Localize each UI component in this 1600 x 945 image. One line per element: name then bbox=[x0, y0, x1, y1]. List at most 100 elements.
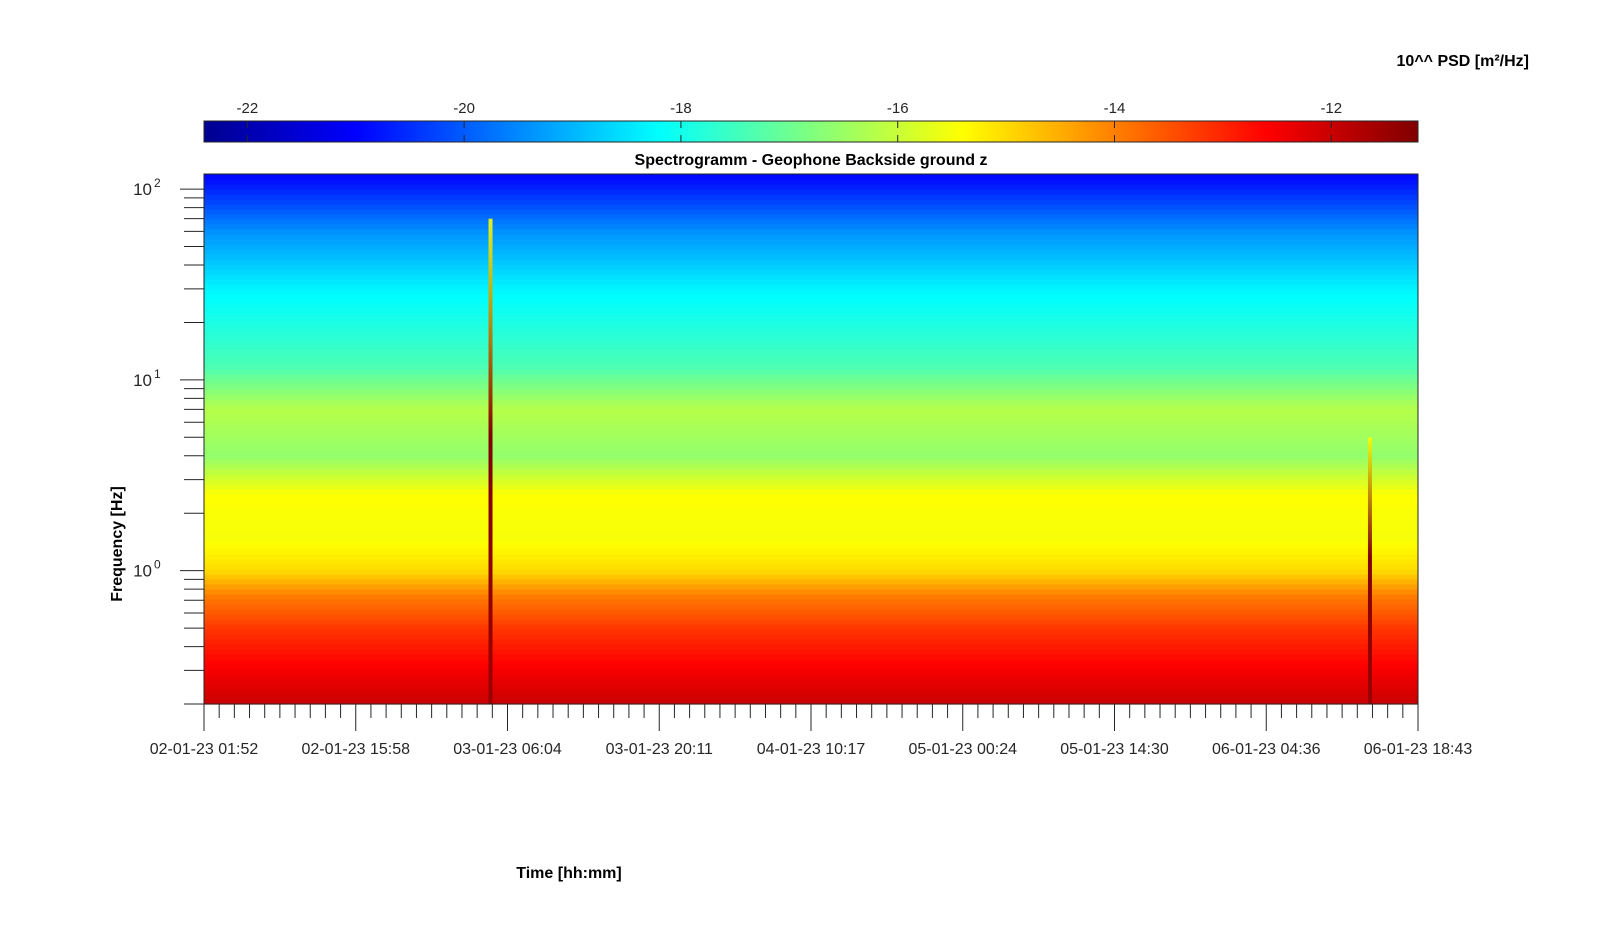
spectrogram-band bbox=[204, 289, 1418, 295]
spectrogram-band bbox=[204, 544, 1418, 550]
spectrogram-band bbox=[204, 379, 1418, 385]
spectrogram-band bbox=[204, 229, 1418, 235]
colorbar-tick-label: -20 bbox=[453, 100, 475, 117]
spectrogram-band bbox=[204, 449, 1418, 455]
spectrogram-band bbox=[204, 184, 1418, 190]
colorbar-tick-label: -18 bbox=[670, 100, 692, 117]
spectrogram-band bbox=[204, 664, 1418, 670]
spectrogram-band bbox=[204, 174, 1418, 180]
y-tick-label: 10 bbox=[133, 371, 152, 390]
spectrogram-band bbox=[204, 319, 1418, 325]
spectrogram-band bbox=[204, 689, 1418, 695]
event-streak bbox=[1367, 437, 1372, 704]
spectrogram-band bbox=[204, 679, 1418, 685]
y-tick-exponent: 1 bbox=[154, 367, 161, 381]
spectrogram-band bbox=[204, 494, 1418, 500]
colorbar-tick-label: -16 bbox=[887, 100, 909, 117]
spectrogram-band bbox=[204, 609, 1418, 615]
spectrogram-band bbox=[204, 594, 1418, 600]
spectrogram-band bbox=[204, 604, 1418, 610]
spectrogram-band bbox=[204, 529, 1418, 535]
spectrogram-band bbox=[204, 554, 1418, 560]
spectrogram-band bbox=[204, 179, 1418, 185]
y-tick-exponent: 0 bbox=[154, 558, 161, 572]
colorbar-ticks: -22 -20 -18 -16 -14 -12 bbox=[237, 100, 1342, 142]
spectrogram-band bbox=[204, 654, 1418, 660]
spectrogram-band bbox=[204, 509, 1418, 515]
spectrogram-band bbox=[204, 234, 1418, 240]
spectrogram-band bbox=[204, 589, 1418, 595]
spectrogram-band bbox=[204, 314, 1418, 320]
spectrogram-band bbox=[204, 439, 1418, 445]
spectrogram-band bbox=[204, 284, 1418, 290]
plot-area bbox=[203, 173, 1419, 705]
spectrogram-band bbox=[204, 559, 1418, 565]
x-tick-label: 03-01-23 06:04 bbox=[453, 741, 562, 758]
spectrogram-band bbox=[204, 414, 1418, 420]
spectrogram-band bbox=[204, 384, 1418, 390]
spectrogram-band bbox=[204, 474, 1418, 480]
colorbar-label: 10^^ PSD [m²/Hz] bbox=[1397, 53, 1529, 70]
spectrogram-band bbox=[204, 639, 1418, 645]
spectrogram-band bbox=[204, 264, 1418, 270]
spectrogram-band bbox=[204, 299, 1418, 305]
spectrogram-band bbox=[204, 444, 1418, 450]
spectrogram-band bbox=[204, 344, 1418, 350]
spectrogram-band bbox=[204, 404, 1418, 410]
spectrogram-band bbox=[204, 239, 1418, 245]
spectrogram-band bbox=[204, 519, 1418, 525]
spectrogram-band bbox=[204, 359, 1418, 365]
spectrogram-band bbox=[204, 624, 1418, 630]
spectrogram-band bbox=[204, 399, 1418, 405]
x-tick-label: 02-01-23 15:58 bbox=[301, 741, 410, 758]
spectrogram-band bbox=[204, 514, 1418, 520]
spectrogram-band bbox=[204, 699, 1418, 705]
spectrogram-band bbox=[204, 524, 1418, 530]
spectrogram-band bbox=[204, 204, 1418, 210]
x-tick-label: 02-01-23 01:52 bbox=[150, 741, 259, 758]
x-axis: 02-01-23 01:52 02-01-23 15:58 03-01-23 06:… bbox=[150, 703, 1472, 758]
spectrogram-bands bbox=[204, 174, 1418, 705]
x-tick-label: 06-01-23 04:36 bbox=[1212, 741, 1321, 758]
x-tick-label: 03-01-23 20:11 bbox=[606, 741, 713, 758]
y-tick-label: 10 bbox=[133, 562, 152, 581]
spectrogram-band bbox=[204, 564, 1418, 570]
spectrogram-band bbox=[204, 459, 1418, 465]
x-axis-label: Time [hh:mm] bbox=[516, 865, 621, 882]
spectrogram-band bbox=[204, 549, 1418, 555]
colorbar-gradient bbox=[203, 120, 1419, 143]
spectrogram-band bbox=[204, 374, 1418, 380]
spectrogram-band bbox=[204, 539, 1418, 545]
spectrogram-band bbox=[204, 249, 1418, 255]
spectrogram-band bbox=[204, 224, 1418, 230]
spectrogram-band bbox=[204, 454, 1418, 460]
y-tick-exponent: 2 bbox=[154, 176, 161, 190]
spectrogram-band bbox=[204, 349, 1418, 355]
spectrogram-band bbox=[204, 634, 1418, 640]
x-tick-label: 05-01-23 00:24 bbox=[908, 741, 1017, 758]
y-axis-label: Frequency [Hz] bbox=[109, 486, 126, 602]
spectrogram-band bbox=[204, 214, 1418, 220]
x-tick-label: 05-01-23 14:30 bbox=[1060, 741, 1169, 758]
spectrogram-band bbox=[204, 464, 1418, 470]
spectrogram-band bbox=[204, 329, 1418, 335]
spectrogram-band bbox=[204, 644, 1418, 650]
spectrogram-band bbox=[204, 274, 1418, 280]
spectrogram-band bbox=[204, 424, 1418, 430]
spectrogram-band bbox=[204, 389, 1418, 395]
spectrogram-band bbox=[204, 364, 1418, 370]
spectrogram-band bbox=[204, 254, 1418, 260]
spectrogram-events bbox=[488, 218, 1372, 704]
colorbar-tick-label: -12 bbox=[1320, 100, 1342, 117]
spectrogram-band bbox=[204, 434, 1418, 440]
spectrogram-band bbox=[204, 534, 1418, 540]
spectrogram-band bbox=[204, 584, 1418, 590]
spectrogram-band bbox=[204, 674, 1418, 680]
spectrogram-band bbox=[204, 394, 1418, 400]
event-streak bbox=[488, 218, 493, 704]
spectrogram-band bbox=[204, 369, 1418, 375]
spectrogram-band bbox=[204, 194, 1418, 200]
spectrogram-band bbox=[204, 659, 1418, 665]
spectrogram-band bbox=[204, 209, 1418, 215]
